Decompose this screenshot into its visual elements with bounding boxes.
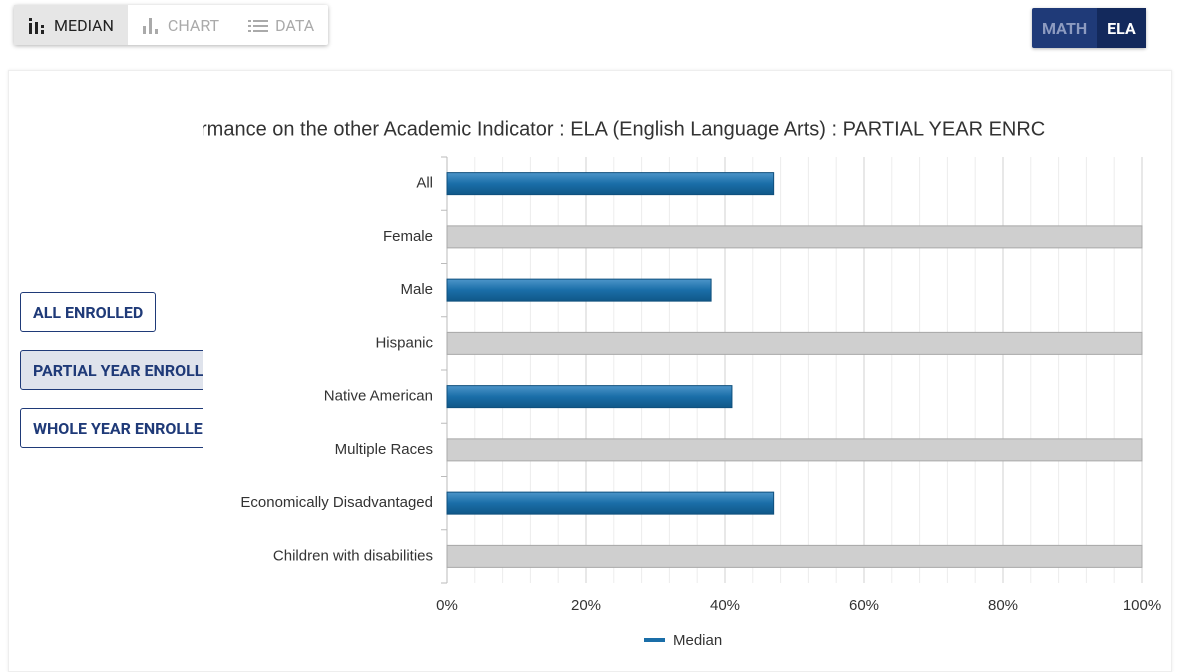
x-tick-label: 40% bbox=[710, 597, 740, 614]
tab-data[interactable]: DATA bbox=[233, 5, 328, 45]
bar bbox=[446, 438, 1143, 462]
bar bbox=[446, 331, 1143, 355]
y-tick-label: Native American bbox=[324, 388, 433, 405]
legend-label: Median bbox=[673, 632, 722, 649]
enroll-button[interactable]: ALL ENROLLED bbox=[20, 292, 157, 332]
x-tick-label: 80% bbox=[988, 597, 1018, 614]
chart-title: rmance on the other Academic Indicator :… bbox=[203, 118, 1045, 140]
tab-median[interactable]: MEDIAN bbox=[14, 5, 128, 45]
bar bbox=[446, 172, 775, 196]
y-tick-label: Economically Disadvantaged bbox=[240, 494, 433, 511]
view-tabs: MEDIAN CHART DATA bbox=[14, 5, 329, 45]
chart-panel: rmance on the other Academic Indicator :… bbox=[203, 95, 1170, 666]
x-tick-label: 100% bbox=[1123, 597, 1161, 614]
x-tick-label: 60% bbox=[849, 597, 879, 614]
subject-toggle: MATH ELA bbox=[1032, 8, 1146, 48]
enroll-button[interactable]: PARTIAL YEAR ENROLLED bbox=[20, 350, 236, 390]
tab-label: DATA bbox=[275, 15, 315, 35]
icon bbox=[29, 18, 44, 34]
y-tick-label: All bbox=[416, 175, 433, 192]
subject-ela[interactable]: ELA bbox=[1097, 8, 1146, 48]
y-tick-label: Multiple Races bbox=[335, 441, 433, 458]
y-tick-label: Female bbox=[383, 228, 433, 245]
bar bbox=[446, 544, 1143, 568]
bar bbox=[446, 385, 733, 409]
tab-label: CHART bbox=[167, 15, 220, 35]
y-tick-label: Children with disabilities bbox=[273, 547, 433, 564]
subject-math[interactable]: MATH bbox=[1042, 18, 1088, 38]
x-tick-label: 0% bbox=[436, 597, 458, 614]
enroll-button[interactable]: WHOLE YEAR ENROLLED bbox=[20, 408, 227, 448]
bar bbox=[446, 278, 712, 302]
bar bbox=[446, 491, 775, 515]
x-tick-label: 20% bbox=[571, 597, 601, 614]
y-tick-label: Hispanic bbox=[375, 334, 433, 351]
tab-label: MEDIAN bbox=[54, 15, 114, 35]
tab-chart[interactable]: CHART bbox=[128, 5, 233, 45]
icon bbox=[248, 20, 269, 32]
icon bbox=[142, 18, 158, 34]
chart: rmance on the other Academic Indicator :… bbox=[203, 118, 1161, 649]
y-tick-label: Male bbox=[400, 281, 433, 298]
bar bbox=[446, 225, 1143, 249]
